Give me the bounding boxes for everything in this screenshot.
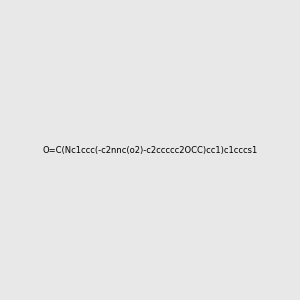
Text: O=C(Nc1ccc(-c2nnc(o2)-c2ccccc2OCC)cc1)c1cccs1: O=C(Nc1ccc(-c2nnc(o2)-c2ccccc2OCC)cc1)c1… xyxy=(42,146,258,154)
